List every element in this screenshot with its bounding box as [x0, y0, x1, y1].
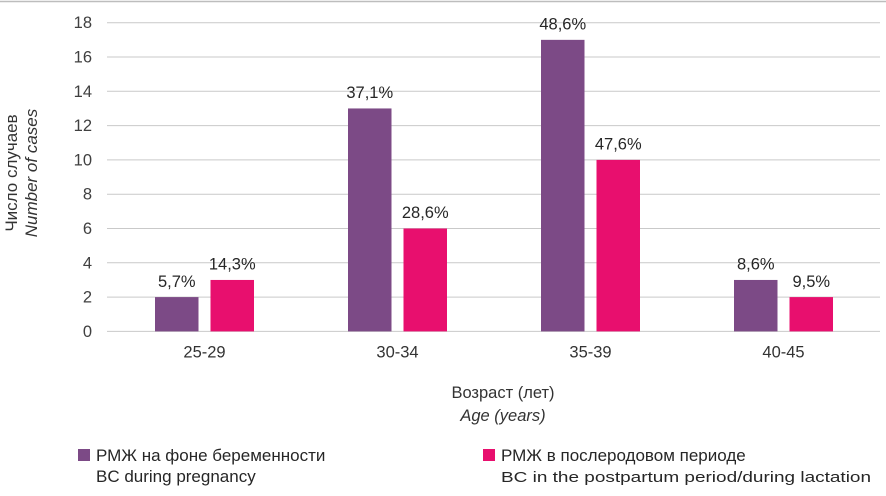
svg-text:BC during pregnancy: BC during pregnancy — [96, 467, 256, 486]
svg-text:BC in the postpartum period/du: BC in the postpartum period/during lacta… — [501, 469, 871, 486]
svg-text:14,3%: 14,3% — [209, 256, 256, 274]
svg-text:5,7%: 5,7% — [158, 273, 196, 291]
svg-text:10: 10 — [74, 151, 92, 169]
svg-text:28,6%: 28,6% — [402, 204, 449, 222]
svg-text:40-45: 40-45 — [762, 344, 804, 362]
svg-text:30-34: 30-34 — [376, 344, 418, 362]
svg-text:47,6%: 47,6% — [595, 136, 642, 154]
svg-text:8: 8 — [83, 186, 92, 204]
svg-text:25-29: 25-29 — [183, 344, 225, 362]
svg-text:14: 14 — [74, 83, 92, 101]
svg-text:6: 6 — [83, 220, 92, 238]
svg-text:12: 12 — [74, 117, 92, 135]
svg-text:Возраст (лет): Возраст (лет) — [451, 384, 554, 402]
svg-text:2: 2 — [83, 289, 92, 307]
svg-text:18: 18 — [74, 14, 92, 32]
svg-text:37,1%: 37,1% — [346, 84, 393, 102]
svg-text:8,6%: 8,6% — [737, 256, 775, 274]
svg-text:РМЖ в послеродовом периоде: РМЖ в послеродовом периоде — [501, 446, 746, 465]
svg-text:35-39: 35-39 — [569, 344, 611, 362]
svg-text:Number of cases: Number of cases — [22, 108, 41, 237]
svg-text:РМЖ на фоне беременности: РМЖ на фоне беременности — [96, 446, 325, 465]
svg-text:16: 16 — [74, 49, 92, 67]
svg-text:4: 4 — [83, 254, 92, 272]
svg-text:Число случаев: Число случаев — [2, 114, 21, 231]
svg-text:Age (years): Age (years) — [459, 407, 545, 425]
svg-text:0: 0 — [83, 323, 92, 341]
svg-text:48,6%: 48,6% — [539, 16, 586, 34]
svg-text:9,5%: 9,5% — [792, 273, 830, 291]
